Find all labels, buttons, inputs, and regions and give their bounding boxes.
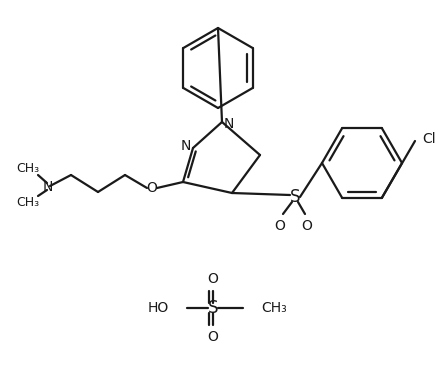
Text: O: O <box>147 181 157 195</box>
Text: N: N <box>43 180 53 194</box>
Text: S: S <box>290 188 300 206</box>
Text: O: O <box>208 272 218 286</box>
Text: CH₃: CH₃ <box>16 195 39 209</box>
Text: O: O <box>208 330 218 344</box>
Text: O: O <box>302 219 312 233</box>
Text: N: N <box>224 117 234 131</box>
Text: N: N <box>181 139 191 153</box>
Text: S: S <box>208 299 218 317</box>
Text: Cl: Cl <box>422 132 435 146</box>
Text: CH₃: CH₃ <box>261 301 287 315</box>
Text: O: O <box>275 219 285 233</box>
Text: CH₃: CH₃ <box>16 161 39 175</box>
Text: HO: HO <box>148 301 169 315</box>
